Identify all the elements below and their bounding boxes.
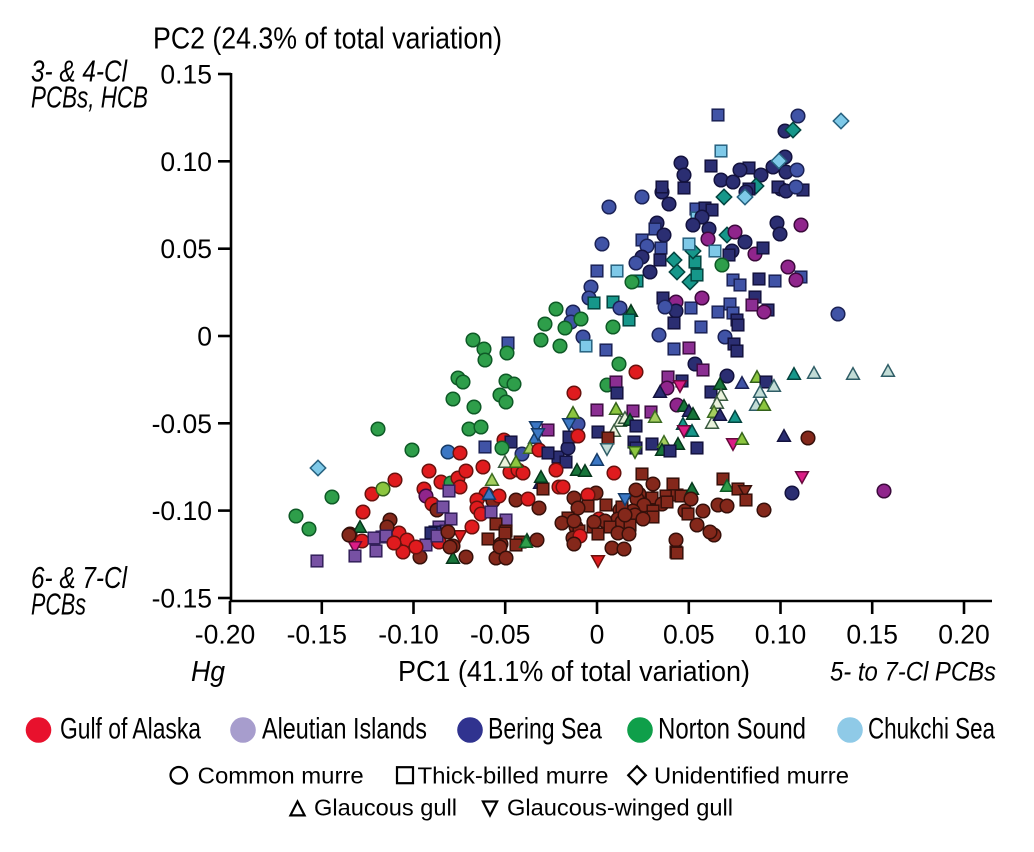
- svg-text:-0.15: -0.15: [287, 620, 347, 650]
- svg-text:0.15: 0.15: [160, 60, 212, 90]
- svg-text:-0.05: -0.05: [152, 409, 212, 439]
- svg-text:Glaucous gull: Glaucous gull: [314, 795, 457, 821]
- svg-text:PC2 (24.3% of total variation): PC2 (24.3% of total variation): [153, 21, 502, 56]
- svg-text:-0.20: -0.20: [195, 620, 255, 650]
- svg-text:Thick-billed murre: Thick-billed murre: [418, 763, 609, 789]
- svg-text:0.15: 0.15: [846, 620, 898, 650]
- svg-text:6- & 7-Cl: 6- & 7-Cl: [31, 560, 128, 595]
- svg-text:-0.10: -0.10: [152, 496, 212, 526]
- svg-text:0.05: 0.05: [663, 620, 715, 650]
- svg-text:PCBs, HCB: PCBs, HCB: [31, 80, 148, 115]
- svg-text:PCBs: PCBs: [31, 587, 86, 622]
- svg-text:PC1 (41.1% of total variation): PC1 (41.1% of total variation): [398, 656, 750, 688]
- svg-text:3- & 4-Cl: 3- & 4-Cl: [31, 54, 128, 89]
- svg-text:Hg: Hg: [191, 656, 225, 688]
- svg-text:-0.10: -0.10: [378, 620, 438, 650]
- svg-text:-0.05: -0.05: [470, 620, 530, 650]
- svg-text:0.05: 0.05: [160, 234, 212, 264]
- svg-text:0: 0: [590, 620, 605, 650]
- svg-text:Bering Sea: Bering Sea: [488, 713, 602, 746]
- svg-text:0: 0: [197, 322, 212, 352]
- svg-text:5- to 7-Cl PCBs: 5- to 7-Cl PCBs: [830, 657, 996, 687]
- svg-text:Chukchi Sea: Chukchi Sea: [868, 713, 995, 746]
- svg-text:0.10: 0.10: [160, 147, 212, 177]
- svg-text:0.20: 0.20: [938, 620, 990, 650]
- svg-text:Gulf of Alaska: Gulf of Alaska: [60, 713, 201, 746]
- svg-text:Norton Sound: Norton Sound: [658, 713, 806, 746]
- svg-text:Unidentified murre: Unidentified murre: [654, 763, 849, 789]
- svg-text:Aleutian Islands: Aleutian Islands: [262, 713, 427, 746]
- svg-text:Glaucous-winged gull: Glaucous-winged gull: [507, 795, 733, 821]
- svg-text:0.10: 0.10: [755, 620, 807, 650]
- svg-text:Common murre: Common murre: [198, 763, 364, 789]
- svg-text:-0.15: -0.15: [152, 584, 212, 614]
